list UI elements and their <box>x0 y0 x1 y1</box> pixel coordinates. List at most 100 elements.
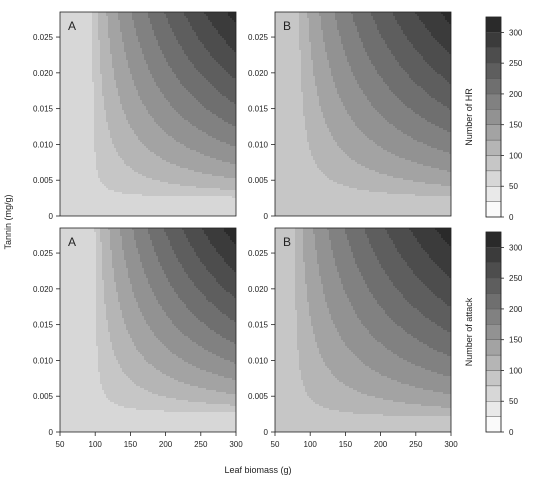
contour-cell <box>94 174 97 177</box>
contour-cell <box>114 64 117 67</box>
contour-cell <box>104 54 107 57</box>
contour-cell <box>68 210 71 213</box>
contour-cell <box>140 210 143 213</box>
contour-cell <box>72 42 75 45</box>
contour-cell <box>110 164 113 167</box>
contour-cell <box>76 130 79 133</box>
contour-cell <box>124 92 127 95</box>
contour-cell <box>94 128 97 131</box>
contour-cell <box>152 158 155 161</box>
contour-cell <box>62 18 65 21</box>
contour-cell <box>126 208 129 211</box>
contour-cell <box>94 80 97 83</box>
contour-cell <box>84 176 87 179</box>
contour-cell <box>140 64 143 67</box>
contour-cell <box>80 76 83 79</box>
contour-cell <box>118 128 121 131</box>
contour-cell <box>62 40 65 43</box>
contour-cell <box>146 136 149 139</box>
contour-cell <box>100 100 103 103</box>
contour-cell <box>130 38 133 41</box>
contour-cell <box>90 144 93 147</box>
contour-cell <box>78 128 81 131</box>
contour-cell <box>122 38 125 41</box>
contour-cell <box>60 32 63 35</box>
contour-cell <box>154 32 157 35</box>
contour-cell <box>152 162 155 165</box>
contour-cell <box>126 162 129 165</box>
contour-cell <box>148 136 151 139</box>
contour-cell <box>68 184 71 187</box>
contour-cell <box>122 20 125 23</box>
contour-cell <box>146 74 149 77</box>
contour-cell <box>80 210 83 213</box>
contour-cell <box>134 44 137 47</box>
contour-cell <box>86 32 89 35</box>
contour-cell <box>86 178 89 181</box>
contour-cell <box>98 214 101 216</box>
contour-cell <box>92 132 95 135</box>
contour-cell <box>154 190 157 193</box>
contour-cell <box>156 34 159 37</box>
contour-cell <box>104 154 107 157</box>
contour-cell <box>90 96 93 99</box>
contour-cell <box>152 192 155 195</box>
contour-cell <box>90 134 93 137</box>
contour-cell <box>74 146 77 149</box>
contour-cell <box>90 36 93 39</box>
contour-cell <box>138 126 141 129</box>
contour-cell <box>118 62 121 65</box>
contour-cell <box>68 168 71 171</box>
contour-cell <box>82 36 85 39</box>
contour-cell <box>126 110 129 113</box>
contour-cell <box>102 170 105 173</box>
contour-cell <box>82 86 85 89</box>
contour-cell <box>128 100 131 103</box>
contour-cell <box>134 88 137 91</box>
contour-cell <box>84 58 87 61</box>
contour-cell <box>152 184 155 187</box>
contour-cell <box>148 92 151 95</box>
contour-cell <box>96 86 99 89</box>
contour-cell <box>112 22 115 25</box>
contour-cell <box>70 164 73 167</box>
contour-cell <box>70 196 73 199</box>
contour-cell <box>106 140 109 143</box>
contour-cell <box>88 62 91 65</box>
contour-cell <box>114 162 117 165</box>
contour-cell <box>90 24 93 27</box>
contour-cell <box>118 124 121 127</box>
contour-cell <box>148 64 151 67</box>
contour-cell <box>152 206 155 209</box>
contour-cell <box>92 20 95 23</box>
contour-cell <box>134 150 137 153</box>
contour-cell <box>138 180 141 183</box>
contour-cell <box>98 130 101 133</box>
contour-cell <box>96 24 99 27</box>
contour-cell <box>78 156 81 159</box>
contour-cell <box>82 94 85 97</box>
contour-cell <box>80 206 83 209</box>
contour-cell <box>130 116 133 119</box>
contour-cell <box>78 210 81 213</box>
contour-cell <box>144 142 147 145</box>
contour-cell <box>82 26 85 29</box>
contour-cell <box>66 128 69 131</box>
contour-cell <box>144 164 147 167</box>
contour-cell <box>78 172 81 175</box>
contour-cell <box>110 142 113 145</box>
contour-cell <box>118 116 121 119</box>
contour-cell <box>130 100 133 103</box>
contour-cell <box>80 180 83 183</box>
contour-cell <box>76 162 79 165</box>
contour-cell <box>106 184 109 187</box>
contour-cell <box>120 66 123 69</box>
contour-cell <box>64 192 67 195</box>
contour-cell <box>124 88 127 91</box>
contour-cell <box>92 40 95 43</box>
contour-cell <box>108 190 111 193</box>
contour-cell <box>88 98 91 101</box>
contour-cell <box>70 206 73 209</box>
contour-cell <box>68 46 71 49</box>
contour-cell <box>140 54 143 57</box>
